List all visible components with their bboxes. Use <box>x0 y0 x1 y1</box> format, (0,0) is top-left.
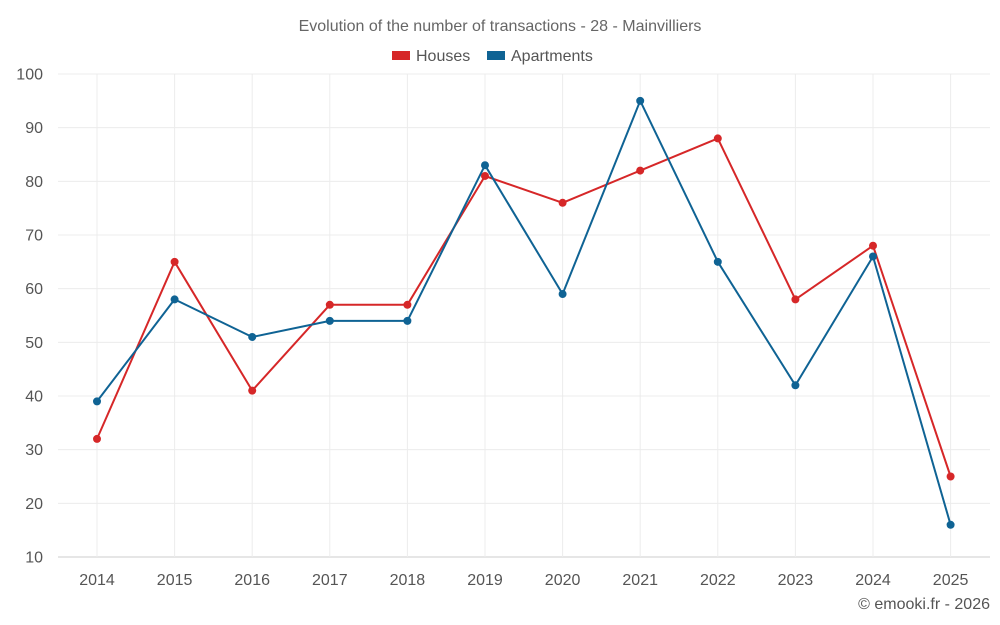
data-point-houses[interactable]: Houses 2016: 41 <box>248 386 257 395</box>
data-point-apartments[interactable]: Apartments 2019: 83 <box>481 161 489 170</box>
x-tick-label: 2020 <box>545 572 581 589</box>
series-houses: Houses 2014: 32 Houses 2015: 65 Houses 201… <box>93 134 955 481</box>
y-tick-label: 90 <box>25 120 43 137</box>
data-point-apartments[interactable]: Apartments 2021: 95 <box>636 96 645 105</box>
data-point-houses[interactable]: Houses 2015: 65 <box>170 257 179 266</box>
data-point-houses[interactable]: Houses 2023: 58 <box>791 295 800 304</box>
y-tick-label: 100 <box>16 67 43 84</box>
data-point-houses[interactable]: Houses 2025: 25 <box>946 472 955 481</box>
data-point-houses[interactable]: Houses 2018: 57 <box>403 300 412 309</box>
data-point-apartments[interactable]: Apartments 2020: 59 <box>558 290 567 299</box>
data-point-apartments[interactable]: Apartments 2023: 42 <box>791 381 800 390</box>
data-point-apartments[interactable]: Apartments 2022: 65 <box>713 257 722 266</box>
data-point-houses[interactable]: Houses 2020: 76 <box>558 198 567 207</box>
x-tick-label: 2019 <box>467 572 503 589</box>
data-point-apartments[interactable]: Apartments 2014: 39 <box>93 397 101 406</box>
x-tick-label: 2016 <box>234 572 270 589</box>
y-tick-label: 20 <box>25 496 43 513</box>
y-tick-label: 70 <box>25 228 43 245</box>
series-line-houses <box>96 137 952 478</box>
x-tick-label: 2023 <box>778 572 814 589</box>
data-point-houses[interactable]: Houses 2019: 81 <box>481 171 489 180</box>
x-tick-label: 2014 <box>79 572 115 589</box>
y-tick-label: 30 <box>25 442 43 459</box>
x-tick-label: 2025 <box>933 572 969 589</box>
x-axis: 2014 2015 2016 2017 2018 2019 2020 2021 2022 2023… <box>79 572 968 589</box>
data-point-houses[interactable]: Houses 2024: 68 <box>869 241 877 250</box>
data-point-houses[interactable]: Houses 2017: 57 <box>325 300 334 309</box>
legend: Houses Apartments <box>392 48 593 65</box>
y-tick-label: 60 <box>25 281 43 298</box>
y-tick-label: 80 <box>25 174 43 191</box>
y-tick-label: 10 <box>25 550 43 567</box>
legend-swatch-apartments <box>487 51 505 60</box>
legend-swatch-houses <box>392 51 410 60</box>
data-point-apartments[interactable]: Apartments 2015: 58 <box>170 295 179 304</box>
data-point-houses[interactable]: Houses 2022: 88 <box>713 134 722 143</box>
data-point-apartments[interactable]: Apartments 2018: 54 <box>403 316 412 325</box>
chart-title: Evolution of the number of transactions … <box>299 18 702 35</box>
data-point-apartments[interactable]: Apartments 2024: 66 <box>869 252 877 261</box>
legend-label-apartments: Apartments <box>511 48 593 65</box>
y-tick-label: 50 <box>25 335 43 352</box>
data-point-houses[interactable]: Houses 2021: 82 <box>636 166 645 175</box>
data-point-apartments[interactable]: Apartments 2025: 16 <box>946 520 955 529</box>
x-tick-label: 2017 <box>312 572 348 589</box>
legend-item-houses[interactable]: Houses <box>392 48 470 65</box>
series-layer: Houses 2014: 32 Houses 2015: 65 Houses 201… <box>93 96 955 529</box>
series-line-apartments <box>96 99 952 526</box>
legend-label-houses: Houses <box>416 48 470 65</box>
x-tick-label: 2015 <box>157 572 193 589</box>
data-point-apartments[interactable]: Apartments 2017: 54 <box>325 316 334 325</box>
y-tick-label: 40 <box>25 389 43 406</box>
x-tick-label: 2018 <box>390 572 426 589</box>
series-apartments: Apartments 2014: 39 Apartments 2015: 58 Ap… <box>93 96 955 529</box>
grid <box>58 73 990 558</box>
x-tick-label: 2021 <box>622 572 658 589</box>
credit-text: © emooki.fr - 2026 <box>858 596 990 613</box>
data-point-apartments[interactable]: Apartments 2016: 51 <box>248 332 257 341</box>
x-tick-label: 2024 <box>855 572 891 589</box>
y-axis: 10 20 30 40 50 60 70 80 90 100 <box>16 67 43 567</box>
legend-item-apartments[interactable]: Apartments <box>487 48 593 65</box>
data-point-houses[interactable]: Houses 2014: 32 <box>93 434 101 443</box>
x-tick-label: 2022 <box>700 572 736 589</box>
